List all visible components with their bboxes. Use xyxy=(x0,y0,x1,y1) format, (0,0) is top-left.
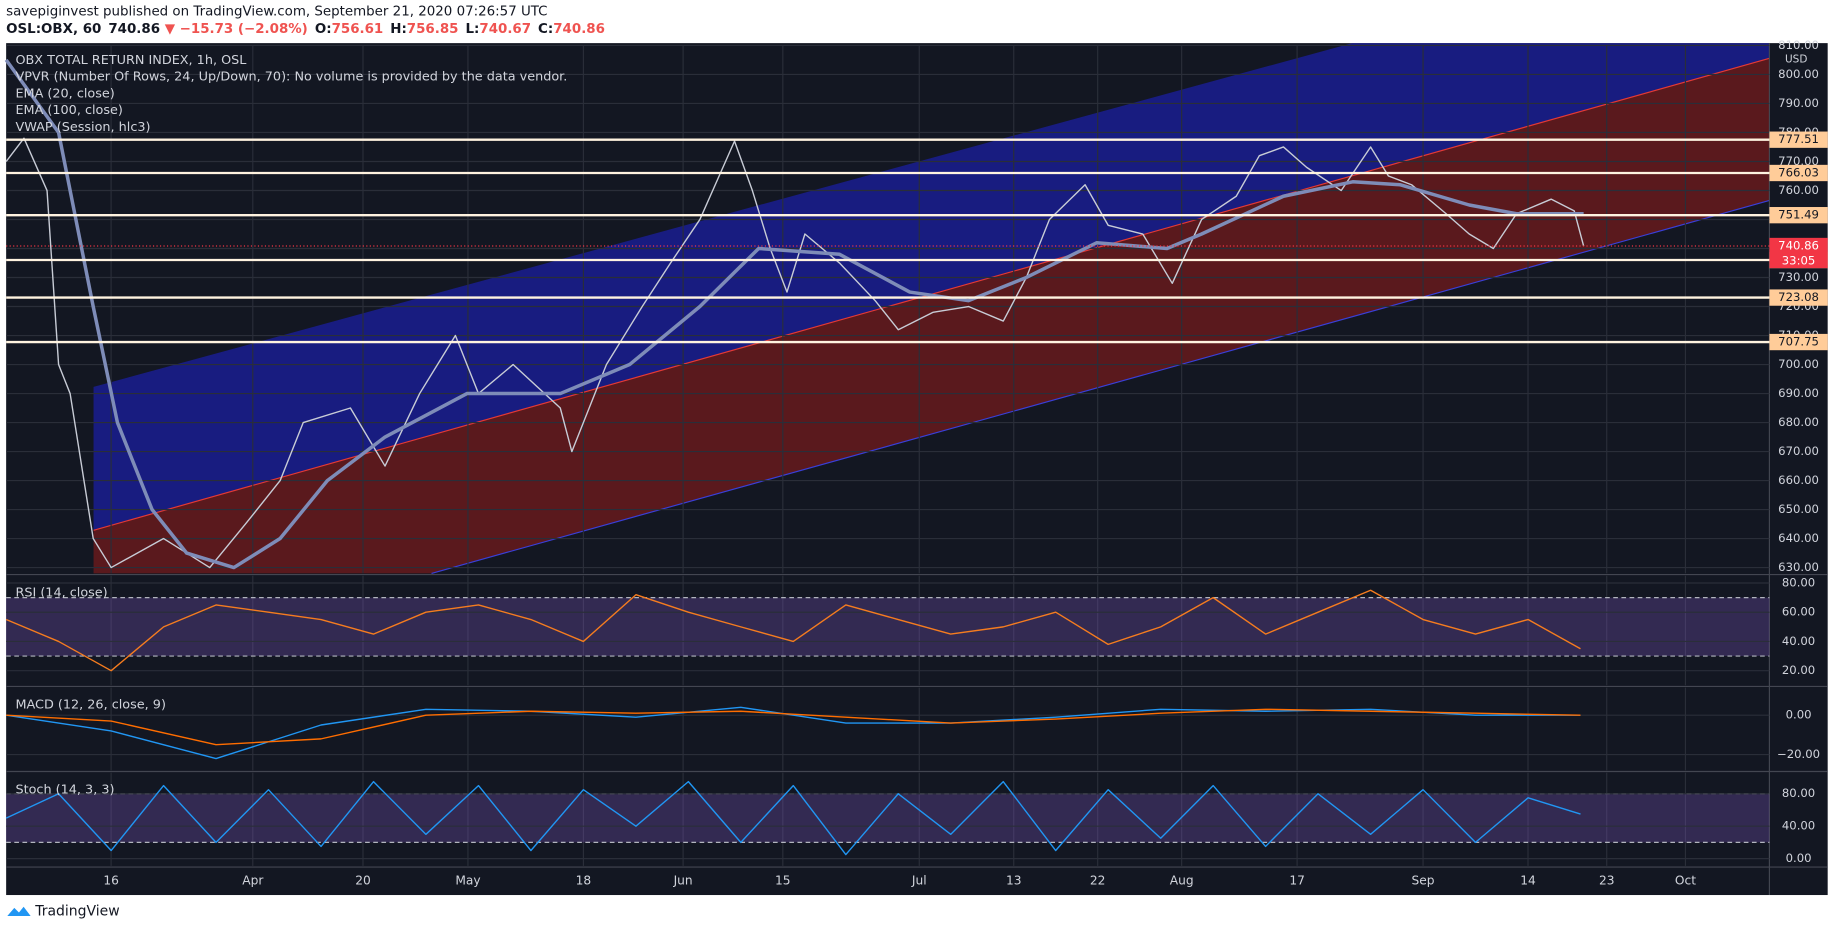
y-tick-label: 730.00 xyxy=(1778,270,1819,284)
axis-unit: USD xyxy=(1785,53,1807,65)
legend-entry: VPVR (Number Of Rows, 24, Up/Down, 70): … xyxy=(15,69,567,84)
legend-entry: EMA (20, close) xyxy=(15,86,114,101)
symbol: OSL:OBX, 60 xyxy=(6,22,101,37)
y-tick-label: 0.00 xyxy=(1786,708,1812,722)
y-tick-label: −20.00 xyxy=(1777,747,1820,761)
logo-icon xyxy=(7,906,31,917)
x-tick-label: 14 xyxy=(1520,874,1536,888)
level-label-box xyxy=(1769,289,1828,306)
x-tick-label: 16 xyxy=(103,874,119,888)
x-tick-label: Aug xyxy=(1170,874,1194,888)
level-label-box xyxy=(1769,333,1828,351)
pane-title: OBX TOTAL RETURN INDEX, 1h, OSL xyxy=(15,53,247,68)
y-tick-label: 800.00 xyxy=(1778,67,1819,81)
x-tick-label: 17 xyxy=(1289,874,1305,888)
x-tick-label: May xyxy=(455,874,480,888)
x-tick-label: 22 xyxy=(1090,874,1106,888)
publish-line: savepiginvest published on TradingView.c… xyxy=(6,5,547,20)
current-price-box xyxy=(1769,237,1828,269)
ohlc-value: 740.86 xyxy=(553,22,605,37)
blue-channel xyxy=(93,43,1770,531)
series-line xyxy=(5,137,1585,569)
pane-title: MACD (12, 26, close, 9) xyxy=(15,698,166,713)
symbol-line: OSL:OBX, 60 740.86 ▼ −15.73 (−2.08%) O:756.… xyxy=(6,22,605,37)
y-tick-label: 650.00 xyxy=(1778,502,1819,516)
channel-line xyxy=(431,199,1770,574)
x-tick-label: 20 xyxy=(355,874,371,888)
price-change: ▼ −15.73 (−2.08%) xyxy=(165,22,308,37)
level-label-box xyxy=(1769,164,1828,182)
x-tick-label: Jun xyxy=(673,874,693,888)
ohlc-value: 756.61 xyxy=(332,22,384,37)
y-tick-label: 790.00 xyxy=(1778,96,1819,110)
red-channel xyxy=(93,58,1770,574)
last-price: 740.86 xyxy=(108,22,160,37)
x-tick-label: Sep xyxy=(1412,874,1435,888)
level-label-box xyxy=(1769,131,1828,148)
x-tick-label: 23 xyxy=(1599,874,1615,888)
y-tick-label: 630.00 xyxy=(1778,560,1819,574)
level-label: 777.51 xyxy=(1778,132,1819,146)
legend-entry: VWAP (Session, hlc3) xyxy=(15,120,150,135)
y-tick-label: 20.00 xyxy=(1782,663,1815,677)
ohlc-label: O: xyxy=(315,22,332,37)
ohlc-label: C: xyxy=(538,22,553,37)
pane-title: RSI (14, close) xyxy=(15,586,107,601)
x-tick-label: Apr xyxy=(242,874,264,888)
y-tick-label: 40.00 xyxy=(1782,819,1815,833)
series-line xyxy=(5,589,1581,672)
symbol-info: OSL:OBX, 60 740.86 ▼ −15.73 (−2.08%) O:756.… xyxy=(6,22,605,37)
level-label: 766.03 xyxy=(1778,165,1819,179)
pane-title: Stoch (14, 3, 3) xyxy=(15,783,114,798)
x-tick-label: Oct xyxy=(1675,874,1696,888)
level-label-box xyxy=(1769,207,1828,224)
plots: 16 Apr 20 May 18 Jun 15 Jul 13 22 Aug 17 Sep 14 23 Oct 6… xyxy=(4,38,1828,888)
y-tick-label: 80.00 xyxy=(1782,786,1815,800)
y-tick-label: 770.00 xyxy=(1778,154,1819,168)
ohlc-value: 756.85 xyxy=(407,22,459,37)
x-tick-label: 13 xyxy=(1006,874,1022,888)
x-tick-label: 18 xyxy=(576,874,592,888)
footer-logo: TradingView xyxy=(7,903,120,919)
level-label: 751.49 xyxy=(1778,208,1819,222)
ohlc-label: L: xyxy=(465,22,479,37)
series-line xyxy=(5,780,1581,856)
x-tick-label: Jul xyxy=(911,874,927,888)
y-tick-label: 80.00 xyxy=(1782,576,1815,590)
y-tick-label: 660.00 xyxy=(1778,473,1819,487)
current-price-label: 740.86 xyxy=(1778,239,1819,253)
level-label: 707.75 xyxy=(1778,335,1819,349)
series-line xyxy=(6,708,1581,746)
y-tick-label: 760.00 xyxy=(1778,183,1819,197)
level-label: 723.08 xyxy=(1778,290,1819,304)
y-tick-label: 810.00 xyxy=(1778,38,1819,52)
x-tick-label: 15 xyxy=(775,874,791,888)
y-tick-label: 40.00 xyxy=(1782,634,1815,648)
y-tick-label: 700.00 xyxy=(1778,357,1819,371)
y-tick-label: 680.00 xyxy=(1778,415,1819,429)
y-tick-label: 690.00 xyxy=(1778,386,1819,400)
y-tick-label: 0.00 xyxy=(1786,851,1812,865)
y-tick-label: 640.00 xyxy=(1778,531,1819,545)
countdown-label: 33:05 xyxy=(1782,254,1816,268)
band-fill xyxy=(6,597,1770,657)
y-tick-label: 60.00 xyxy=(1782,605,1815,619)
ohlc-label: H: xyxy=(390,22,407,37)
legend-entry: EMA (100, close) xyxy=(15,103,122,118)
band-fill xyxy=(6,793,1770,843)
y-tick-label: 670.00 xyxy=(1778,444,1819,458)
brand: TradingView xyxy=(34,903,119,919)
series-line xyxy=(4,58,1584,570)
ohlc-value: 740.67 xyxy=(479,22,531,37)
